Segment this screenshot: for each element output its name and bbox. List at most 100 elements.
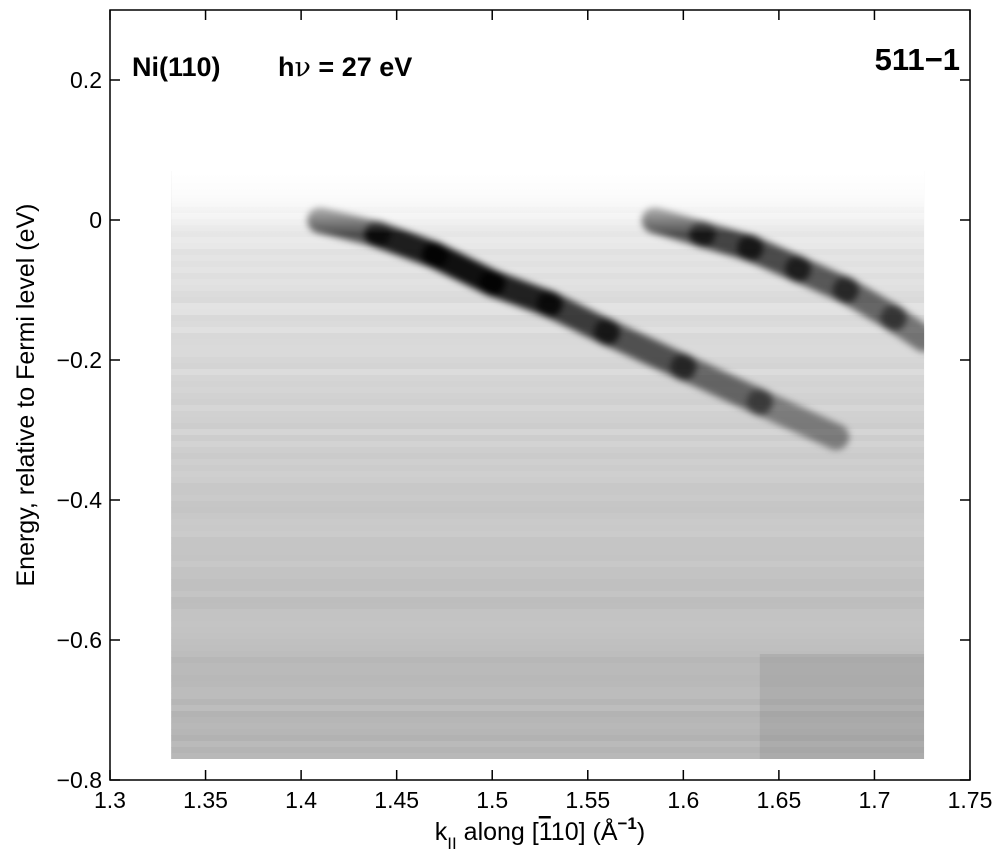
intensity-row [171,453,925,460]
intensity-row [171,699,925,706]
sample-label: Ni(110) [132,52,221,82]
intensity-row [171,585,925,592]
intensity-row [171,465,925,472]
y-tick-label: −0.8 [57,767,102,793]
x-tick-label: 1.55 [565,787,610,813]
intensity-row [171,621,925,628]
intensity-row [171,591,925,598]
intensity-row [171,423,925,430]
band-1-segment [593,319,697,380]
intensity-row [171,687,925,694]
x-tick-label: 1.45 [374,787,419,813]
intensity-row [171,651,925,658]
x-label-along: along [ [457,818,539,846]
intensity-row [171,663,925,670]
intensity-row [171,285,925,292]
x-label-sub: II [447,834,456,853]
intensity-row [171,645,925,652]
x-tick-label: 1.5 [476,787,508,813]
intensity-row [171,531,925,538]
intensity-row [171,639,925,646]
intensity-row [171,393,925,400]
intensity-row [171,513,925,520]
intensity-row [171,615,925,622]
photon-energy-value: = 27 eV [311,52,412,82]
intensity-row [171,249,925,256]
intensity-row [171,459,925,466]
x-tick-label: 1.6 [667,787,699,813]
intensity-row [171,375,925,382]
intensity-row [171,609,925,616]
intensity-row [171,741,925,748]
intensity-row [171,573,925,580]
intensity-corner-shade [759,654,925,759]
band-2-segment [880,305,925,352]
intensity-row [171,273,925,280]
intensity-row [171,543,925,550]
intensity-row [171,255,925,262]
x-tick-label: 1.75 [948,787,993,813]
y-tick-label: −0.6 [57,627,102,653]
intensity-row [171,705,925,712]
x-label-bar-digit: 1 [539,818,552,846]
intensity-row [171,753,925,759]
intensity-row [171,387,925,394]
intensity-row [171,675,925,682]
band-1-segment [670,354,773,415]
intensity-row [171,441,925,448]
y-tick-label: −0.2 [57,347,102,373]
x-tick-label: 1.7 [858,787,890,813]
intensity-row [171,261,925,268]
x-label-k: k [435,818,448,846]
intensity-row [171,507,925,514]
intensity-row [171,495,925,502]
x-axis-label: kII along [110] (Å−1) [435,814,645,853]
run-id-label: 511−1 [875,42,960,77]
intensity-row [171,555,925,562]
intensity-row [171,333,925,340]
intensity-row [171,363,925,370]
intensity-row [171,243,925,250]
intensity-row [171,471,925,478]
x-label-exp: −1 [618,814,637,833]
intensity-row [171,429,925,436]
x-tick-label: 1.3 [94,787,126,813]
intensity-row [171,357,925,364]
intensity-row [171,549,925,556]
y-axis: −0.8 −0.6 −0.4 −0.2 0 0.2 [57,67,970,793]
x-label-close: ) [637,818,645,846]
intensity-row [171,567,925,574]
intensity-row [171,399,925,406]
intensity-row [171,321,925,328]
intensity-row [171,417,925,424]
intensity-row [171,597,925,604]
photon-energy-nu: ν [295,52,311,83]
intensity-row [171,627,925,634]
intensity-row [171,723,925,730]
intensity-row [171,657,925,664]
intensity-row [171,267,925,274]
y-tick-label: −0.4 [57,487,103,513]
intensity-row [171,279,925,286]
intensity-map [171,171,925,759]
x-tick-label: 1.4 [285,787,317,813]
intensity-row [171,747,925,754]
intensity-row [171,435,925,442]
x-tick-label: 1.65 [757,787,802,813]
intensity-row [171,519,925,526]
intensity-row [171,735,925,742]
intensity-row [171,693,925,700]
intensity-row [171,525,925,532]
intensity-row [171,483,925,490]
axes-frame [109,9,971,781]
intensity-row [171,477,925,484]
intensity-row [171,327,925,334]
intensity-row [171,633,925,640]
x-axis: 1.3 1.35 1.4 1.45 1.5 1.55 1.6 1.65 1.7 1.75 [94,10,992,813]
intensity-row [171,405,925,412]
intensity-row [171,345,925,352]
intensity-row [171,681,925,688]
intensity-row [171,411,925,418]
intensity-row [171,537,925,544]
intensity-row [171,447,925,454]
